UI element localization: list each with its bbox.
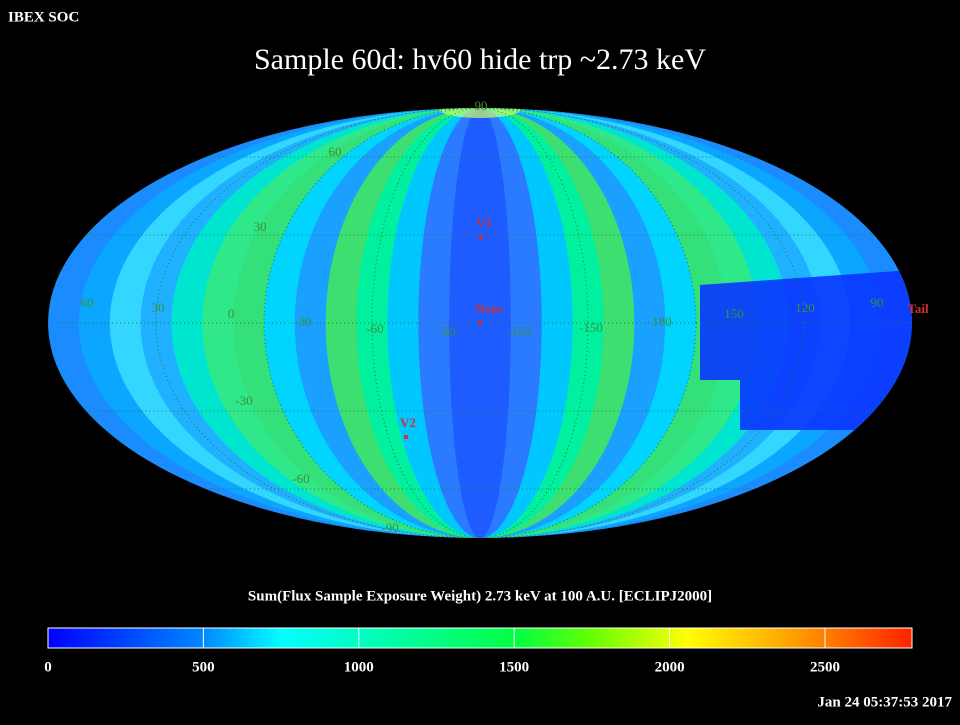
sky-map <box>48 108 912 538</box>
grid-label: 120 <box>795 300 815 315</box>
grid-label: -120 <box>507 324 531 339</box>
colorbar <box>47 627 913 649</box>
colorbar-label: Sum(Flux Sample Exposure Weight) 2.73 ke… <box>248 588 712 604</box>
grid-label: -90 <box>381 520 398 535</box>
grid-label: 30 <box>152 300 165 315</box>
grid-label: 180 <box>652 314 672 329</box>
grid-label: 90 <box>475 98 488 113</box>
colorbar-tick-label: 1000 <box>344 659 374 675</box>
source-label: IBEX SOC <box>8 9 79 25</box>
title: Sample 60d: hv60 hide trp ~2.73 keV <box>254 43 706 76</box>
colorbar-tick-label: 2500 <box>810 659 840 675</box>
map-pole <box>440 108 520 118</box>
marker-label: V2 <box>400 415 416 430</box>
grid-label: -60 <box>292 471 309 486</box>
grid-label: 0 <box>228 306 235 321</box>
grid-label: 60 <box>81 295 94 310</box>
map-region <box>700 270 912 430</box>
marker-label: Tail <box>907 301 929 316</box>
grid-label: -150 <box>579 320 603 335</box>
grid-label: -30 <box>294 314 311 329</box>
grid-label: -90 <box>438 324 455 339</box>
colorbar-tick-label: 2000 <box>655 659 685 675</box>
grid-label: -30 <box>235 393 252 408</box>
marker <box>404 435 408 439</box>
marker <box>478 321 482 325</box>
grid-label: 150 <box>724 306 744 321</box>
colorbar-tick-label: 500 <box>192 659 215 675</box>
map-labels: 90 60 30 60 30 0 -30 -60 -90 -120 -150 1… <box>81 98 929 535</box>
grid-label: 60 <box>329 144 342 159</box>
colorbar-tick-label: 0 <box>44 659 52 675</box>
marker-label: Nose <box>476 301 503 316</box>
timestamp: Jan 24 05:37:53 2017 <box>817 694 952 710</box>
grid-label: 30 <box>254 219 267 234</box>
colorbar-tick-label: 1500 <box>499 659 529 675</box>
grid-label: 90 <box>871 295 884 310</box>
marker <box>479 235 483 239</box>
grid-label: -60 <box>366 321 383 336</box>
marker-label: V1 <box>476 215 492 230</box>
